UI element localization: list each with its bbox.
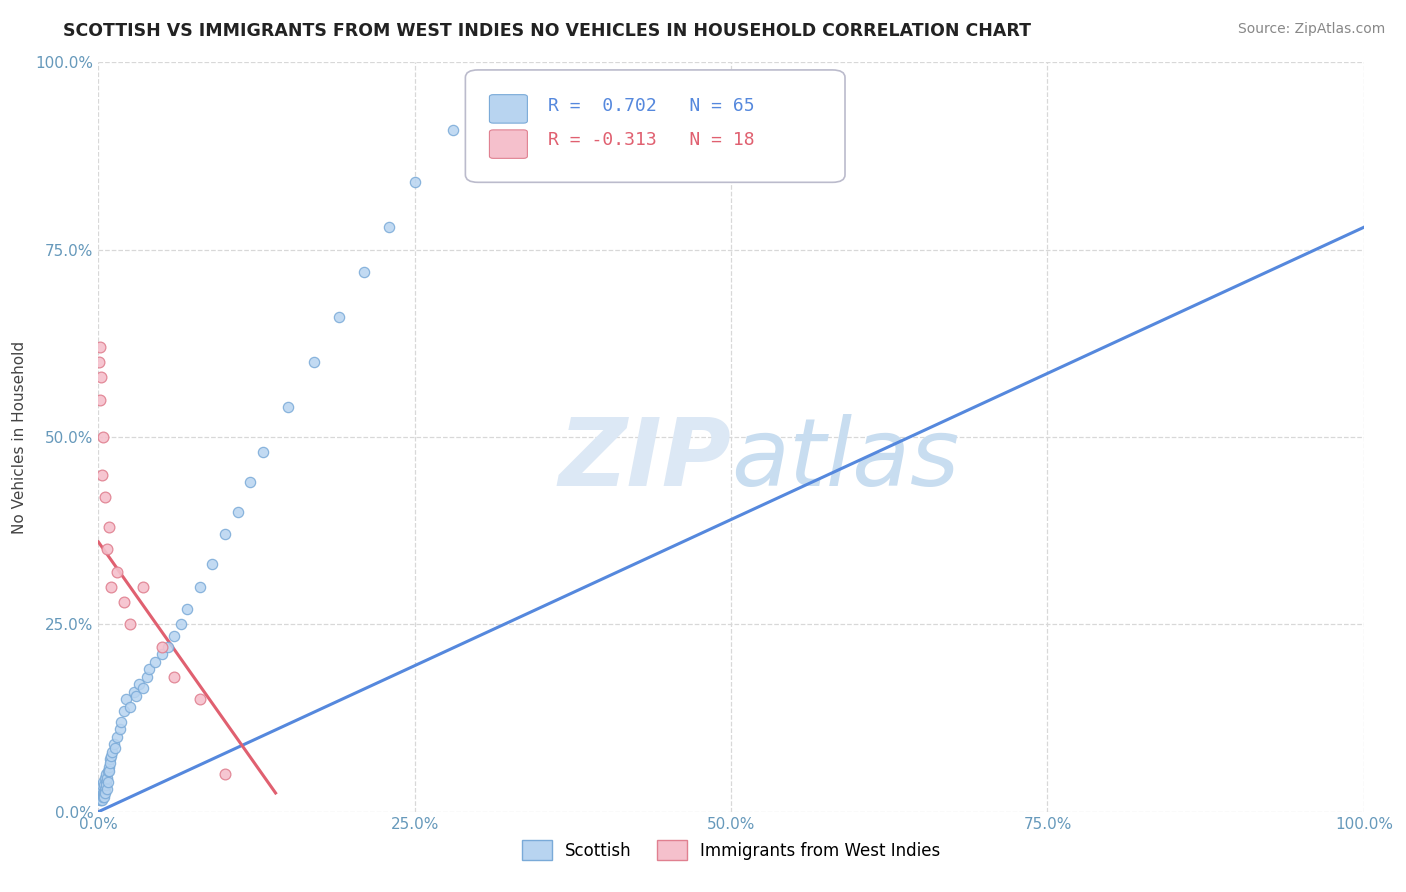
- Y-axis label: No Vehicles in Household: No Vehicles in Household: [13, 341, 27, 533]
- Point: [100, 580, 122, 594]
- Point: [277, 400, 299, 414]
- Point: [94, 779, 117, 793]
- Point: [94, 774, 117, 789]
- Text: Source: ZipAtlas.com: Source: ZipAtlas.com: [1237, 22, 1385, 37]
- Point: [91, 467, 114, 482]
- Point: [98, 764, 121, 778]
- Point: [100, 748, 122, 763]
- Point: [96, 771, 118, 785]
- Point: [132, 681, 155, 695]
- Point: [89, 340, 111, 354]
- Point: [90, 786, 112, 800]
- Text: SCOTTISH VS IMMIGRANTS FROM WEST INDIES NO VEHICLES IN HOUSEHOLD CORRELATION CHA: SCOTTISH VS IMMIGRANTS FROM WEST INDIES …: [63, 22, 1031, 40]
- Text: ZIP: ZIP: [558, 414, 731, 506]
- Point: [120, 617, 141, 632]
- Point: [163, 670, 186, 684]
- Point: [214, 767, 236, 781]
- Point: [96, 767, 118, 781]
- Point: [252, 445, 274, 459]
- Point: [96, 764, 118, 778]
- Point: [87, 355, 110, 369]
- Point: [90, 793, 112, 807]
- Point: [93, 430, 115, 444]
- Point: [163, 629, 186, 643]
- Point: [93, 779, 115, 793]
- Point: [107, 730, 129, 744]
- Point: [145, 655, 166, 669]
- Point: [132, 580, 155, 594]
- Point: [94, 786, 117, 800]
- Point: [97, 520, 120, 534]
- Point: [93, 774, 115, 789]
- Point: [89, 793, 111, 807]
- Point: [101, 745, 124, 759]
- Point: [150, 648, 173, 662]
- Point: [112, 704, 135, 718]
- Point: [91, 793, 114, 807]
- Point: [188, 692, 211, 706]
- Point: [107, 565, 129, 579]
- Point: [91, 789, 114, 804]
- Text: R =  0.702   N = 65: R = 0.702 N = 65: [547, 97, 754, 115]
- Text: atlas: atlas: [731, 414, 959, 505]
- Point: [90, 791, 112, 805]
- Point: [89, 392, 111, 407]
- Point: [120, 699, 141, 714]
- Point: [103, 737, 125, 751]
- Point: [96, 782, 118, 797]
- Point: [94, 782, 117, 797]
- Point: [91, 789, 114, 804]
- Point: [97, 760, 120, 774]
- Point: [239, 475, 262, 489]
- Point: [93, 490, 117, 504]
- Point: [104, 741, 127, 756]
- Point: [353, 265, 375, 279]
- Point: [135, 670, 157, 684]
- Point: [138, 662, 160, 676]
- Point: [90, 370, 112, 384]
- Point: [169, 617, 191, 632]
- Point: [201, 558, 224, 572]
- Point: [93, 786, 115, 800]
- Point: [378, 220, 401, 235]
- Point: [91, 786, 114, 800]
- Point: [89, 789, 111, 804]
- Point: [122, 685, 145, 699]
- Point: [128, 677, 150, 691]
- Point: [115, 692, 138, 706]
- Point: [91, 779, 114, 793]
- Point: [226, 505, 249, 519]
- Point: [404, 175, 426, 189]
- FancyBboxPatch shape: [465, 70, 845, 182]
- Point: [98, 752, 121, 766]
- Point: [176, 602, 198, 616]
- Point: [100, 756, 122, 770]
- Point: [97, 774, 120, 789]
- Point: [90, 782, 112, 797]
- Point: [441, 123, 464, 137]
- Point: [492, 93, 515, 107]
- FancyBboxPatch shape: [489, 95, 527, 123]
- Point: [150, 640, 173, 654]
- Point: [214, 527, 236, 541]
- Point: [188, 580, 211, 594]
- Point: [93, 771, 117, 785]
- Point: [112, 595, 135, 609]
- Point: [302, 355, 325, 369]
- Point: [96, 542, 118, 557]
- Legend: Scottish, Immigrants from West Indies: Scottish, Immigrants from West Indies: [515, 833, 948, 867]
- Point: [157, 640, 180, 654]
- Point: [110, 714, 132, 729]
- FancyBboxPatch shape: [489, 130, 527, 159]
- Point: [93, 789, 115, 804]
- Point: [125, 689, 148, 703]
- Point: [108, 723, 131, 737]
- Point: [328, 310, 350, 325]
- Text: R = -0.313   N = 18: R = -0.313 N = 18: [547, 130, 754, 149]
